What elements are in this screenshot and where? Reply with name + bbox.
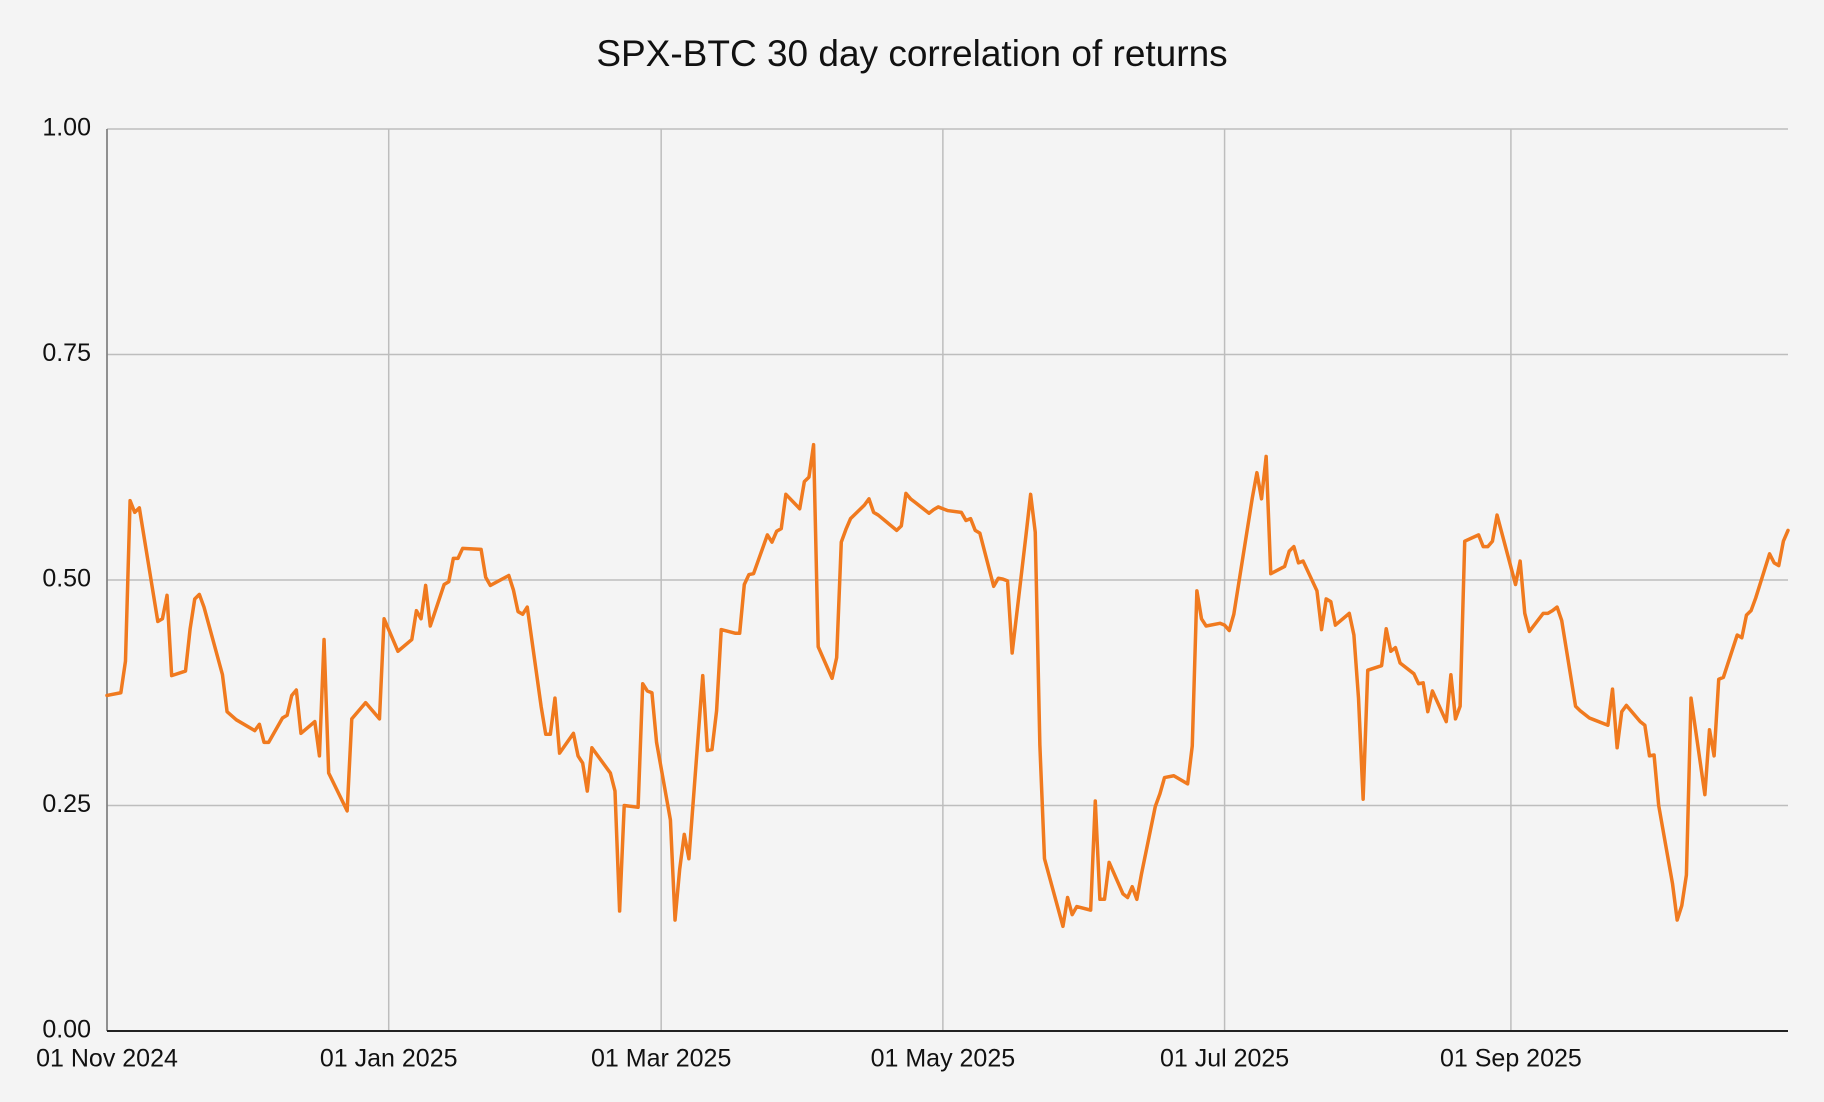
x-tick-label: 01 Jul 2025 bbox=[1160, 1045, 1289, 1073]
y-tick-label: 1.00 bbox=[42, 114, 91, 142]
x-tick-label: 01 Nov 2024 bbox=[36, 1045, 178, 1073]
chart-title: SPX-BTC 30 day correlation of returns bbox=[596, 33, 1227, 74]
x-tick-label: 01 May 2025 bbox=[871, 1045, 1016, 1073]
x-tick-label: 01 Jan 2025 bbox=[320, 1045, 458, 1073]
x-tick-label: 01 Mar 2025 bbox=[591, 1045, 731, 1073]
y-tick-label: 0.00 bbox=[42, 1016, 91, 1044]
x-tick-label: 01 Sep 2025 bbox=[1440, 1045, 1582, 1073]
y-tick-label: 0.75 bbox=[42, 339, 91, 367]
y-tick-label: 0.50 bbox=[42, 565, 91, 593]
data-line bbox=[105, 442, 1790, 929]
y-tick-label: 0.25 bbox=[42, 790, 91, 818]
